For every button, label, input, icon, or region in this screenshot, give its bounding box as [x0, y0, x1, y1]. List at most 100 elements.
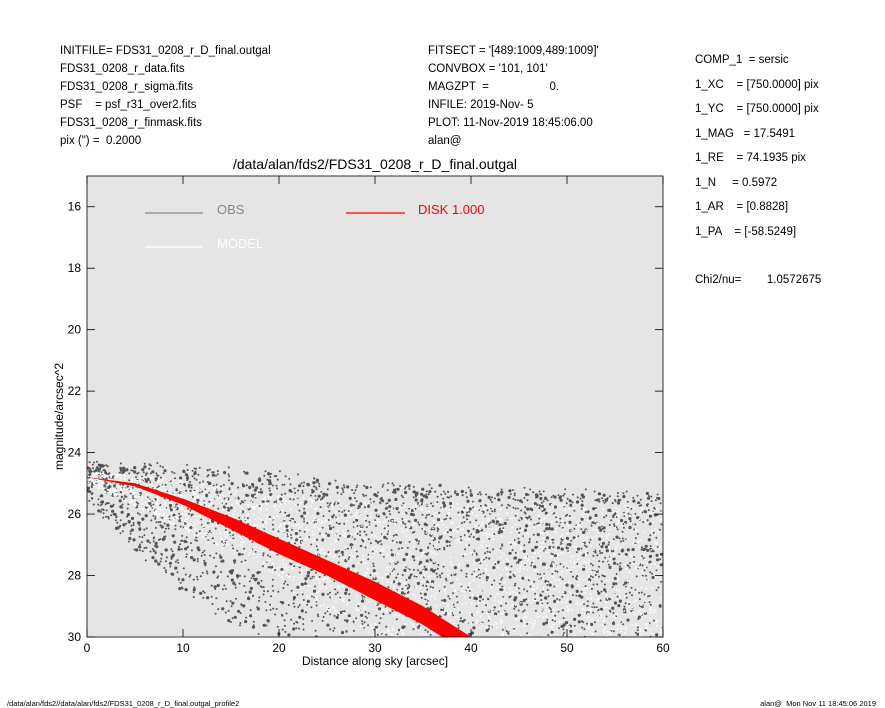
model-point	[275, 571, 278, 574]
obs-point	[443, 504, 447, 508]
model-point	[545, 609, 548, 611]
obs-point	[213, 556, 215, 559]
obs-point	[533, 523, 536, 526]
obs-point	[521, 576, 525, 580]
model-point	[602, 624, 604, 627]
obs-point	[437, 541, 440, 543]
obs-point	[245, 484, 248, 487]
model-point	[155, 485, 158, 487]
obs-point	[377, 491, 379, 494]
model-point	[583, 560, 586, 563]
obs-point	[628, 517, 632, 521]
model-point	[608, 578, 611, 581]
model-point	[625, 567, 628, 570]
obs-point	[400, 591, 405, 595]
model-point	[231, 489, 234, 492]
obs-point	[372, 565, 375, 568]
obs-point	[536, 522, 539, 525]
model-point	[561, 533, 564, 536]
model-point	[554, 530, 557, 533]
model-point	[173, 508, 176, 511]
model-point	[401, 634, 404, 637]
obs-point	[149, 472, 152, 475]
obs-point	[625, 596, 628, 599]
obs-point	[624, 602, 627, 605]
obs-point	[559, 498, 563, 502]
obs-point	[233, 562, 236, 564]
obs-point	[438, 574, 441, 577]
obs-point	[262, 586, 265, 589]
model-point	[359, 625, 362, 628]
model-point	[222, 544, 225, 547]
obs-point	[347, 547, 349, 550]
model-point	[595, 569, 598, 572]
model-point	[499, 586, 501, 589]
obs-point	[594, 513, 598, 518]
model-point	[503, 589, 506, 592]
obs-point	[446, 514, 448, 517]
obs-point	[203, 553, 206, 556]
obs-point	[659, 558, 662, 561]
obs-point	[97, 498, 100, 501]
model-point	[551, 571, 554, 573]
obs-point	[127, 503, 130, 506]
model-point	[564, 509, 567, 511]
model-point	[638, 562, 640, 565]
model-point	[596, 608, 598, 611]
model-point	[498, 517, 501, 520]
obs-point	[600, 580, 603, 583]
model-point	[390, 557, 392, 560]
model-point	[202, 533, 205, 535]
model-point	[325, 587, 328, 590]
obs-point	[423, 565, 426, 568]
model-point	[376, 628, 378, 631]
obs-point	[283, 483, 286, 486]
model-point	[353, 616, 356, 618]
model-point	[276, 496, 279, 498]
obs-point	[426, 524, 428, 527]
model-point	[247, 506, 250, 509]
model-point	[479, 622, 482, 625]
model-point	[492, 538, 495, 541]
obs-point	[285, 612, 288, 615]
obs-point	[603, 516, 606, 519]
obs-point	[269, 493, 273, 497]
obs-point	[186, 463, 188, 466]
obs-point	[598, 537, 602, 541]
model-point	[625, 514, 627, 517]
model-point	[488, 615, 490, 618]
model-point	[197, 495, 200, 498]
obs-point	[528, 538, 531, 540]
model-point	[241, 541, 244, 544]
obs-point	[339, 534, 342, 537]
model-point	[494, 528, 497, 531]
model-point	[356, 609, 359, 612]
obs-point	[635, 631, 637, 634]
obs-point	[269, 608, 272, 611]
obs-point	[249, 586, 253, 591]
obs-point	[425, 516, 428, 519]
model-point	[518, 534, 521, 537]
obs-point	[655, 553, 659, 557]
obs-point	[407, 576, 411, 580]
model-point	[331, 504, 333, 507]
model-point	[448, 509, 450, 511]
obs-point	[353, 504, 355, 507]
obs-point	[422, 494, 426, 498]
model-point	[602, 508, 605, 511]
model-point	[289, 560, 291, 562]
model-point	[457, 591, 460, 594]
model-point	[145, 504, 148, 506]
model-point	[411, 506, 414, 509]
model-point	[528, 599, 530, 602]
model-point	[472, 614, 475, 616]
model-point	[161, 488, 164, 491]
model-point	[213, 540, 216, 543]
model-point	[157, 497, 160, 500]
model-point	[393, 587, 396, 590]
model-point	[128, 486, 131, 488]
obs-point	[120, 496, 123, 499]
obs-point	[391, 482, 394, 485]
model-point	[608, 562, 611, 564]
model-point	[405, 510, 408, 512]
